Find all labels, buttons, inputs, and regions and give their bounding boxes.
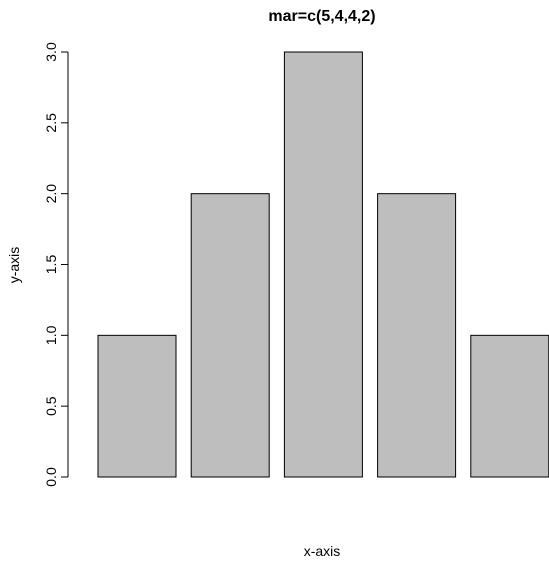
y-axis-label: y-axis: [6, 247, 22, 284]
bars: [97, 51, 549, 478]
bar: [470, 334, 549, 478]
bar: [377, 193, 457, 478]
y-axis: 0.0 0.5 1.0 1.5 2.0 2.5 3.0: [43, 42, 69, 487]
bar: [283, 51, 363, 478]
x-axis-label: x-axis: [304, 543, 341, 559]
y-tick-label: 3.0: [43, 42, 59, 62]
y-tick-label: 1.5: [43, 255, 59, 275]
y-tick-label: 1.0: [43, 325, 59, 345]
y-tick-label: 2.0: [43, 184, 59, 204]
y-tick-label: 0.5: [43, 396, 59, 416]
y-tick-label: 2.5: [43, 113, 59, 133]
y-tick-label: 0.0: [43, 467, 59, 487]
bar: [190, 193, 270, 478]
bar: [97, 334, 177, 478]
chart-title: mar=c(5,4,4,2): [268, 8, 375, 25]
